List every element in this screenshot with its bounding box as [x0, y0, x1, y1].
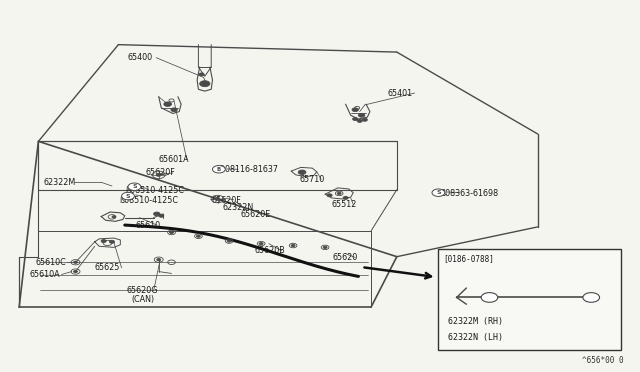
Text: ß08510-4125C: ß08510-4125C	[125, 186, 184, 195]
Text: 65620: 65620	[333, 253, 358, 262]
Text: S: S	[132, 184, 137, 189]
Text: 65620E: 65620E	[241, 210, 271, 219]
Circle shape	[128, 183, 141, 190]
Bar	[438, 249, 621, 350]
Circle shape	[159, 214, 164, 217]
Circle shape	[343, 196, 348, 199]
Text: B: B	[217, 167, 221, 172]
Text: 65620G: 65620G	[127, 286, 158, 295]
Circle shape	[196, 235, 200, 237]
Text: [0186-0788]: [0186-0788]	[444, 254, 494, 263]
Text: 62322M: 62322M	[44, 178, 76, 187]
Circle shape	[259, 243, 263, 245]
Text: 62322N (LH): 62322N (LH)	[448, 333, 503, 342]
Text: 65601A: 65601A	[159, 155, 189, 164]
Circle shape	[487, 296, 492, 299]
Text: 65620B: 65620B	[255, 246, 285, 255]
Circle shape	[74, 261, 77, 263]
Circle shape	[170, 231, 173, 234]
Circle shape	[156, 173, 161, 176]
Text: 65401: 65401	[387, 89, 412, 97]
Circle shape	[583, 293, 600, 302]
Text: ß08363-61698: ß08363-61698	[440, 189, 499, 198]
Circle shape	[589, 296, 594, 299]
Circle shape	[337, 192, 341, 195]
Circle shape	[109, 240, 115, 243]
Circle shape	[358, 113, 365, 117]
Circle shape	[291, 244, 295, 247]
Circle shape	[212, 166, 225, 173]
Circle shape	[481, 293, 498, 302]
Circle shape	[200, 81, 210, 87]
Text: (CAN): (CAN)	[132, 295, 155, 304]
Circle shape	[122, 192, 134, 200]
Circle shape	[227, 240, 231, 242]
Text: 65620F: 65620F	[146, 169, 175, 177]
Text: 65620F: 65620F	[211, 196, 241, 205]
Circle shape	[74, 270, 77, 273]
Circle shape	[298, 170, 306, 174]
Circle shape	[157, 259, 161, 261]
Circle shape	[323, 246, 327, 248]
Circle shape	[215, 198, 220, 201]
Text: 65610A: 65610A	[29, 270, 60, 279]
Text: 65512: 65512	[332, 200, 357, 209]
Text: S: S	[125, 193, 131, 199]
Circle shape	[353, 118, 358, 121]
Circle shape	[362, 118, 367, 121]
Circle shape	[357, 119, 362, 122]
Circle shape	[112, 216, 116, 218]
Text: 65625: 65625	[95, 263, 120, 272]
Text: ®08116-81637: ®08116-81637	[218, 165, 278, 174]
Text: 65710: 65710	[300, 175, 324, 184]
Circle shape	[164, 102, 172, 106]
Circle shape	[154, 212, 160, 216]
Circle shape	[101, 240, 106, 243]
Circle shape	[199, 73, 204, 76]
Text: ß08510-4125C: ß08510-4125C	[119, 196, 178, 205]
Text: 62322N: 62322N	[223, 203, 254, 212]
Text: 65400: 65400	[128, 53, 153, 62]
Text: 65610: 65610	[136, 221, 161, 230]
Text: ^656*00 0: ^656*00 0	[582, 356, 624, 365]
Circle shape	[352, 108, 358, 112]
Circle shape	[171, 108, 177, 112]
Text: S: S	[436, 190, 441, 195]
Circle shape	[327, 194, 332, 197]
Circle shape	[432, 189, 445, 196]
Text: 65610C: 65610C	[35, 258, 66, 267]
Text: 62322M (RH): 62322M (RH)	[448, 317, 503, 326]
